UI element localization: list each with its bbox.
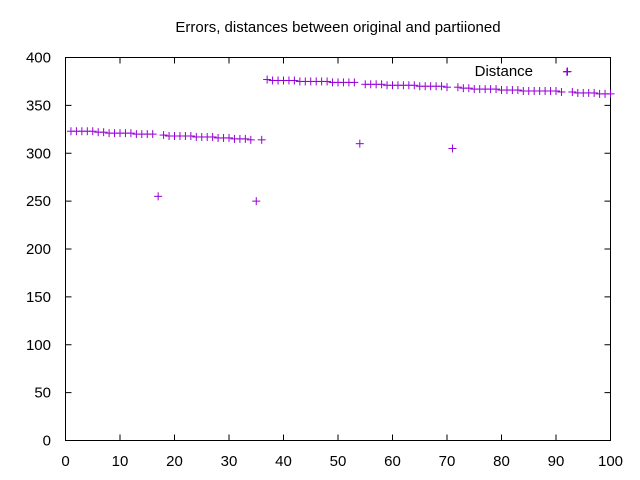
data-point (464, 84, 473, 93)
data-points (66, 67, 615, 206)
data-point (453, 83, 462, 92)
data-point (246, 135, 255, 144)
y-tick-label: 100 (26, 337, 51, 354)
y-tick-label: 300 (26, 145, 51, 162)
y-tick-label: 0 (43, 433, 51, 450)
data-point (186, 132, 195, 141)
data-point (552, 87, 560, 96)
y-tick-label: 400 (26, 50, 51, 67)
data-point (263, 75, 272, 84)
axis-ticks (65, 57, 611, 441)
data-point (492, 85, 501, 94)
data-point (241, 134, 250, 143)
data-point (557, 87, 566, 96)
x-tick-label: 80 (493, 453, 510, 470)
data-point (323, 77, 332, 86)
y-tick-label: 150 (26, 289, 51, 306)
data-point (126, 129, 135, 138)
data-point (252, 197, 261, 206)
data-point (568, 87, 577, 96)
data-point (606, 89, 615, 98)
plot-frame (65, 57, 611, 441)
data-point (208, 132, 217, 141)
data-point (377, 80, 386, 89)
data-point (513, 86, 522, 95)
x-axis-tick-labels: 0 10 20 30 40 50 60 70 80 90 100 (61, 453, 623, 470)
data-point (590, 88, 599, 97)
data-point (355, 139, 364, 148)
x-tick-label: 90 (548, 453, 565, 470)
data-point (448, 144, 457, 153)
data-point (437, 82, 446, 91)
legend: Distance (475, 63, 572, 80)
chart-title: Errors, distances between original and p… (175, 19, 500, 36)
legend-marker-distance (563, 67, 572, 76)
data-point (290, 76, 299, 85)
data-point (99, 128, 108, 137)
y-axis-tick-labels: 0 50 100 150 200 250 300 350 400 (26, 50, 51, 450)
data-point (154, 192, 163, 201)
x-tick-label: 20 (166, 453, 183, 470)
y-tick-label: 50 (34, 385, 51, 402)
y-tick-label: 250 (26, 193, 51, 210)
y-tick-label: 350 (26, 97, 51, 114)
data-point (257, 135, 266, 144)
data-point (148, 130, 157, 139)
data-point (350, 78, 359, 87)
x-tick-label: 0 (61, 453, 69, 470)
x-tick-label: 100 (598, 453, 623, 470)
data-point (88, 127, 97, 136)
data-point (443, 83, 451, 92)
x-tick-label: 10 (112, 453, 129, 470)
x-tick-label: 60 (384, 453, 401, 470)
x-tick-label: 30 (221, 453, 238, 470)
data-point (410, 81, 419, 90)
data-point (225, 133, 233, 142)
legend-label-distance: Distance (475, 63, 533, 80)
x-tick-label: 70 (439, 453, 456, 470)
x-tick-label: 40 (275, 453, 292, 470)
y-tick-label: 200 (26, 241, 51, 258)
data-point (159, 131, 168, 140)
x-tick-label: 50 (330, 453, 347, 470)
